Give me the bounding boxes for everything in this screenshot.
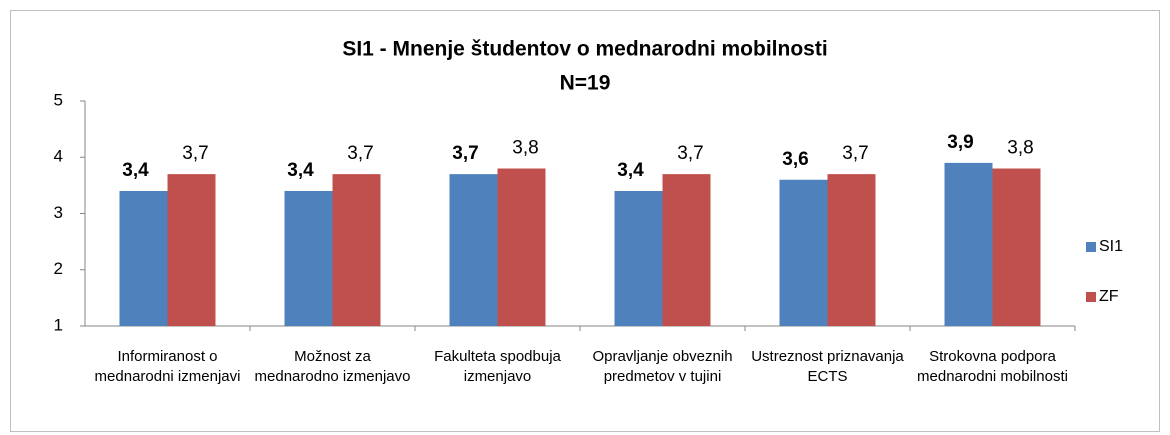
y-tick-label: 1 — [54, 315, 63, 334]
data-label: 3,9 — [947, 132, 973, 153]
bar — [662, 174, 711, 326]
y-tick-label: 5 — [54, 90, 63, 109]
y-tick-label: 4 — [54, 147, 63, 166]
chart-title: SI1 - Mnenje študentov o mednarodni mobi… — [342, 38, 827, 61]
x-tick-label: Informiranost o mednarodni izmenjavi — [94, 348, 241, 385]
data-label: 3,4 — [287, 160, 314, 181]
data-label: 3,8 — [512, 138, 538, 159]
bar — [944, 162, 993, 326]
bar — [119, 191, 168, 326]
data-label: 3,7 — [677, 143, 703, 164]
data-label: 3,6 — [782, 149, 808, 170]
data-label: 3,7 — [452, 143, 478, 164]
bar — [827, 174, 876, 326]
data-label: 3,8 — [1007, 138, 1033, 159]
x-tick-label: Fakulteta spodbuja izmenjavo — [434, 348, 561, 385]
data-label: 3,4 — [617, 160, 644, 181]
bar — [497, 168, 546, 326]
bar — [614, 191, 663, 326]
bar — [779, 179, 828, 326]
legend-label: SI1 — [1099, 238, 1123, 255]
y-tick-label: 3 — [54, 203, 63, 222]
legend-swatch — [1086, 292, 1096, 302]
data-label: 3,7 — [842, 143, 868, 164]
bar — [449, 174, 498, 326]
data-label: 3,4 — [122, 160, 149, 181]
data-label: 3,7 — [182, 143, 208, 164]
y-tick-label: 2 — [54, 259, 63, 278]
bar — [992, 168, 1041, 326]
bar — [332, 174, 381, 326]
chart-subtitle: N=19 — [560, 72, 611, 95]
data-label: 3,7 — [347, 143, 373, 164]
bar — [167, 174, 216, 326]
legend-label: ZF — [1099, 288, 1119, 305]
x-tick-label: Strokovna podpora mednarodni mobilnosti — [917, 348, 1068, 385]
x-tick-label: Možnost za mednarodno izmenjavo — [254, 348, 411, 385]
bar — [284, 191, 333, 326]
x-tick-label: Ustreznost priznavanja ECTS — [751, 348, 904, 385]
legend-swatch — [1086, 242, 1096, 252]
x-tick-label: Opravljanje obveznih predmetov v tujini — [592, 348, 733, 385]
